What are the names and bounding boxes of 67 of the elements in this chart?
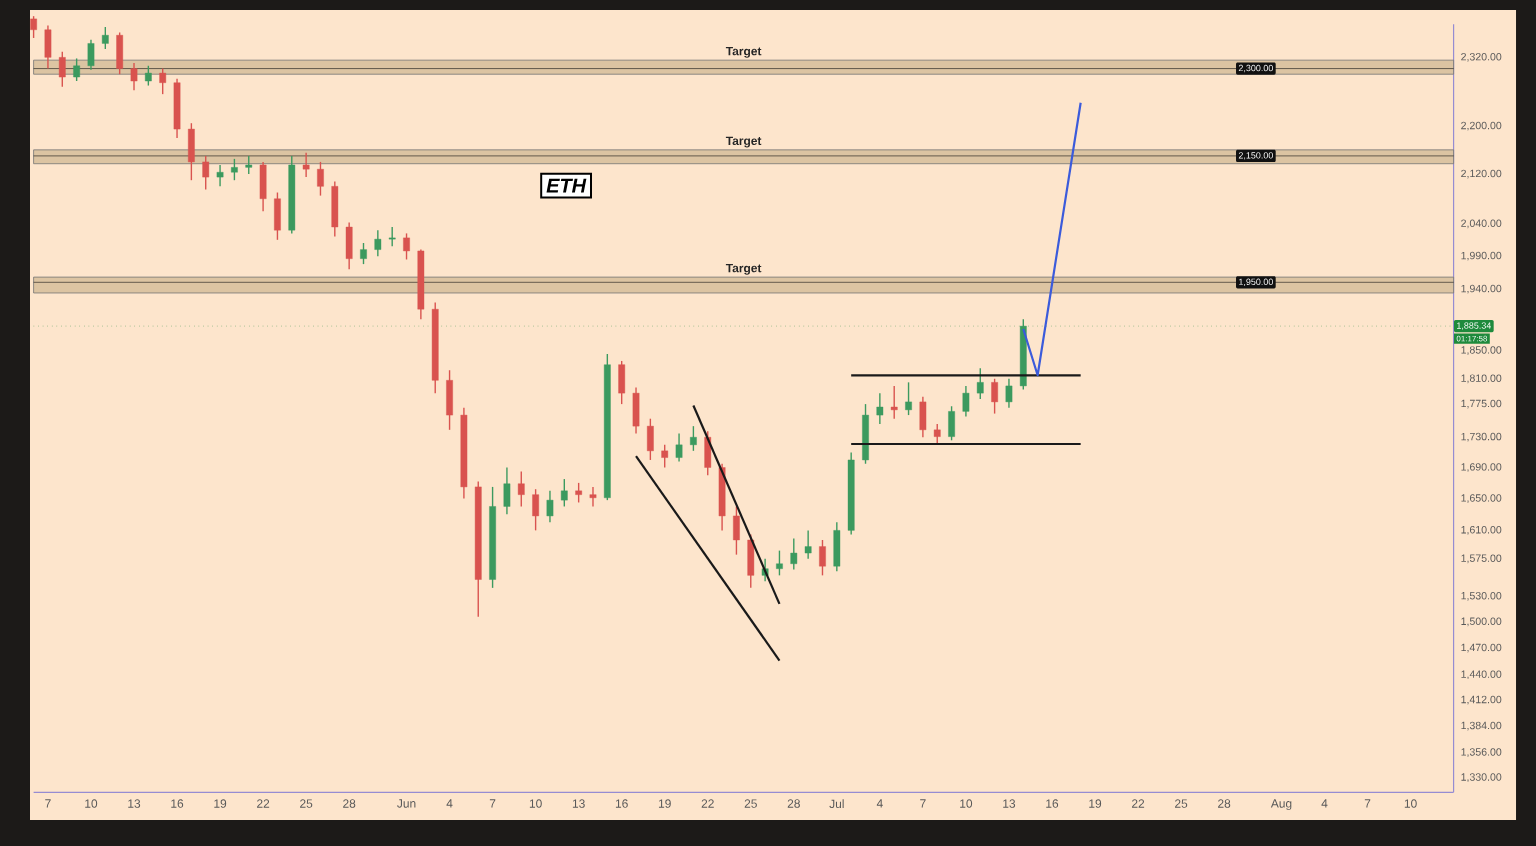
- candlestick: [532, 488, 539, 532]
- candlestick: [790, 537, 798, 571]
- candlestick: [58, 51, 66, 88]
- candlestick: [474, 480, 482, 618]
- candlestick: [503, 466, 511, 516]
- candlestick: [87, 38, 95, 71]
- candlestick: [647, 418, 654, 461]
- annotation: ETH: [546, 178, 587, 193]
- candlestick: [690, 425, 697, 452]
- candlestick: [360, 242, 367, 265]
- candlestick: [819, 539, 826, 577]
- candlestick: [517, 470, 525, 508]
- candlestick: [259, 161, 267, 212]
- candlestick: [403, 232, 410, 261]
- candlestick: [704, 430, 712, 476]
- candlestick: [188, 122, 195, 181]
- candlestick: [589, 486, 597, 508]
- candlestick: [733, 505, 740, 556]
- candlestick: [145, 65, 152, 87]
- candlestick: [804, 529, 812, 560]
- candlestick: [231, 158, 238, 181]
- candlestick: [130, 62, 138, 91]
- candlestick: [417, 248, 425, 321]
- candlestick: [202, 155, 210, 191]
- candlestick: [948, 405, 955, 441]
- candlestick: [603, 353, 611, 501]
- candlestick: [431, 301, 439, 394]
- candlestick: [288, 155, 296, 235]
- candlestick: [1005, 378, 1013, 409]
- candlestick: [374, 229, 382, 257]
- candlestick: [216, 164, 224, 188]
- candlestick: [991, 378, 998, 415]
- candlestick: [919, 396, 927, 438]
- candlestick: [489, 486, 496, 589]
- candlestick: [632, 386, 640, 435]
- candlestick: [890, 385, 898, 420]
- candlestick: [776, 549, 783, 577]
- candlestick: [847, 451, 855, 536]
- candlestick: [833, 521, 841, 572]
- candlestick: [302, 152, 310, 178]
- candlestick: [905, 381, 912, 416]
- candlestick: [876, 392, 884, 425]
- candlestick: [546, 490, 554, 523]
- candlestick: [1019, 318, 1027, 391]
- candlestick: [274, 191, 281, 241]
- candlestick: [575, 482, 582, 504]
- candlestick: [618, 360, 626, 405]
- candlestick: [976, 367, 984, 400]
- candlestick: [173, 78, 181, 139]
- candlestick: [331, 180, 339, 238]
- candlestick: [933, 423, 941, 445]
- candlestick: [159, 67, 167, 95]
- candlestick: [460, 407, 468, 500]
- candlestick: [30, 15, 37, 39]
- candlestick: [675, 432, 683, 463]
- candlestick: [101, 26, 109, 50]
- candlestick: [388, 226, 396, 247]
- candlestick: [245, 155, 253, 175]
- candlestick: [317, 161, 324, 197]
- candlestick: [560, 478, 568, 508]
- candlestick: [661, 444, 669, 469]
- candlestick: [345, 221, 353, 270]
- candlestick: [44, 24, 52, 70]
- candlestick: [116, 31, 124, 75]
- candlestick: [446, 369, 453, 431]
- candlestick: [73, 57, 80, 82]
- candlestick: [962, 385, 970, 418]
